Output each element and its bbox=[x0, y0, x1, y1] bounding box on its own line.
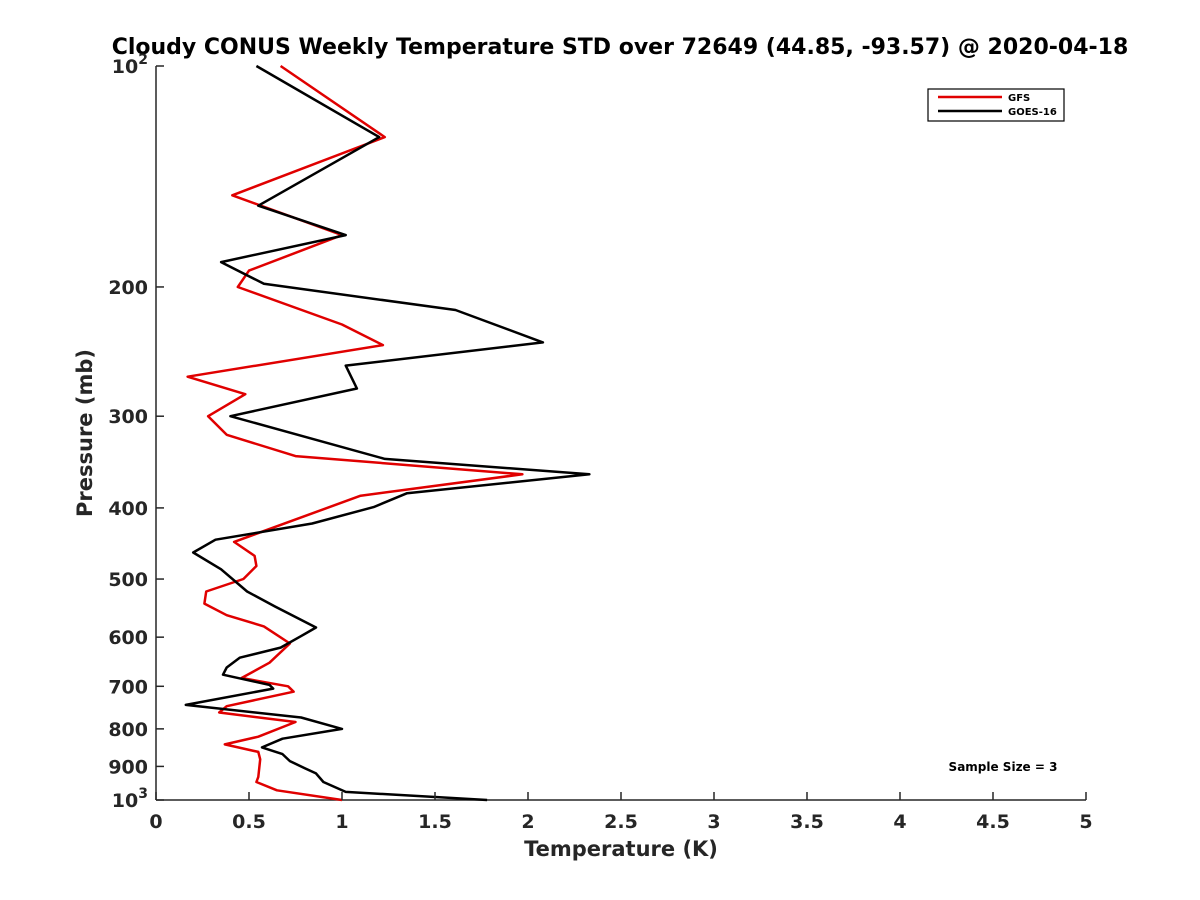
y-tick-label: 800 bbox=[108, 719, 148, 741]
x-tick-label: 2 bbox=[521, 811, 534, 833]
legend-label-gfs: GFS bbox=[1008, 93, 1030, 104]
series-layer bbox=[184, 64, 591, 802]
plot-area: 0 0.5 1 1.5 2 2.5 3 3.5 4 4.5 5 102 200 300 400 500 600… bbox=[108, 52, 1092, 833]
x-tick-label: 4.5 bbox=[976, 811, 1010, 833]
y-axis-ticks: 102 200 300 400 500 600 700 800 900 103 bbox=[108, 52, 164, 812]
legend-box bbox=[927, 88, 1065, 122]
x-tick-label: 0.5 bbox=[232, 811, 266, 833]
y-tick-label: 500 bbox=[108, 569, 148, 591]
y-tick-label: 102 bbox=[112, 52, 148, 78]
y-tick-label: 400 bbox=[108, 498, 148, 520]
series-line-goes-16 bbox=[184, 64, 591, 802]
y-tick-label: 700 bbox=[108, 676, 148, 698]
y-axis-label: Pressure (mb) bbox=[73, 349, 97, 517]
chart-title: Cloudy CONUS Weekly Temperature STD over… bbox=[112, 35, 1129, 60]
y-tick-label: 200 bbox=[108, 277, 148, 299]
x-axis-label: Temperature (K) bbox=[524, 837, 718, 861]
sample-size-annotation: Sample Size = 3 bbox=[949, 760, 1058, 774]
y-tick-label: 900 bbox=[108, 756, 148, 778]
x-tick-label: 3 bbox=[707, 811, 720, 833]
x-axis-ticks: 0 0.5 1 1.5 2 2.5 3 3.5 4 4.5 5 bbox=[149, 792, 1093, 833]
series-line-gfs bbox=[186, 64, 524, 802]
y-tick-label: 600 bbox=[108, 627, 148, 649]
legend-label-goes16: GOES-16 bbox=[1008, 107, 1057, 118]
x-tick-label: 3.5 bbox=[790, 811, 824, 833]
legend: GFS GOES-16 bbox=[927, 88, 1065, 122]
x-tick-label: 4 bbox=[893, 811, 906, 833]
x-tick-label: 5 bbox=[1079, 811, 1092, 833]
x-tick-label: 0 bbox=[149, 811, 162, 833]
y-tick-label: 103 bbox=[112, 786, 148, 812]
x-tick-label: 1 bbox=[335, 811, 348, 833]
y-tick-label: 300 bbox=[108, 406, 148, 428]
x-tick-label: 1.5 bbox=[418, 811, 452, 833]
x-tick-label: 2.5 bbox=[604, 811, 638, 833]
